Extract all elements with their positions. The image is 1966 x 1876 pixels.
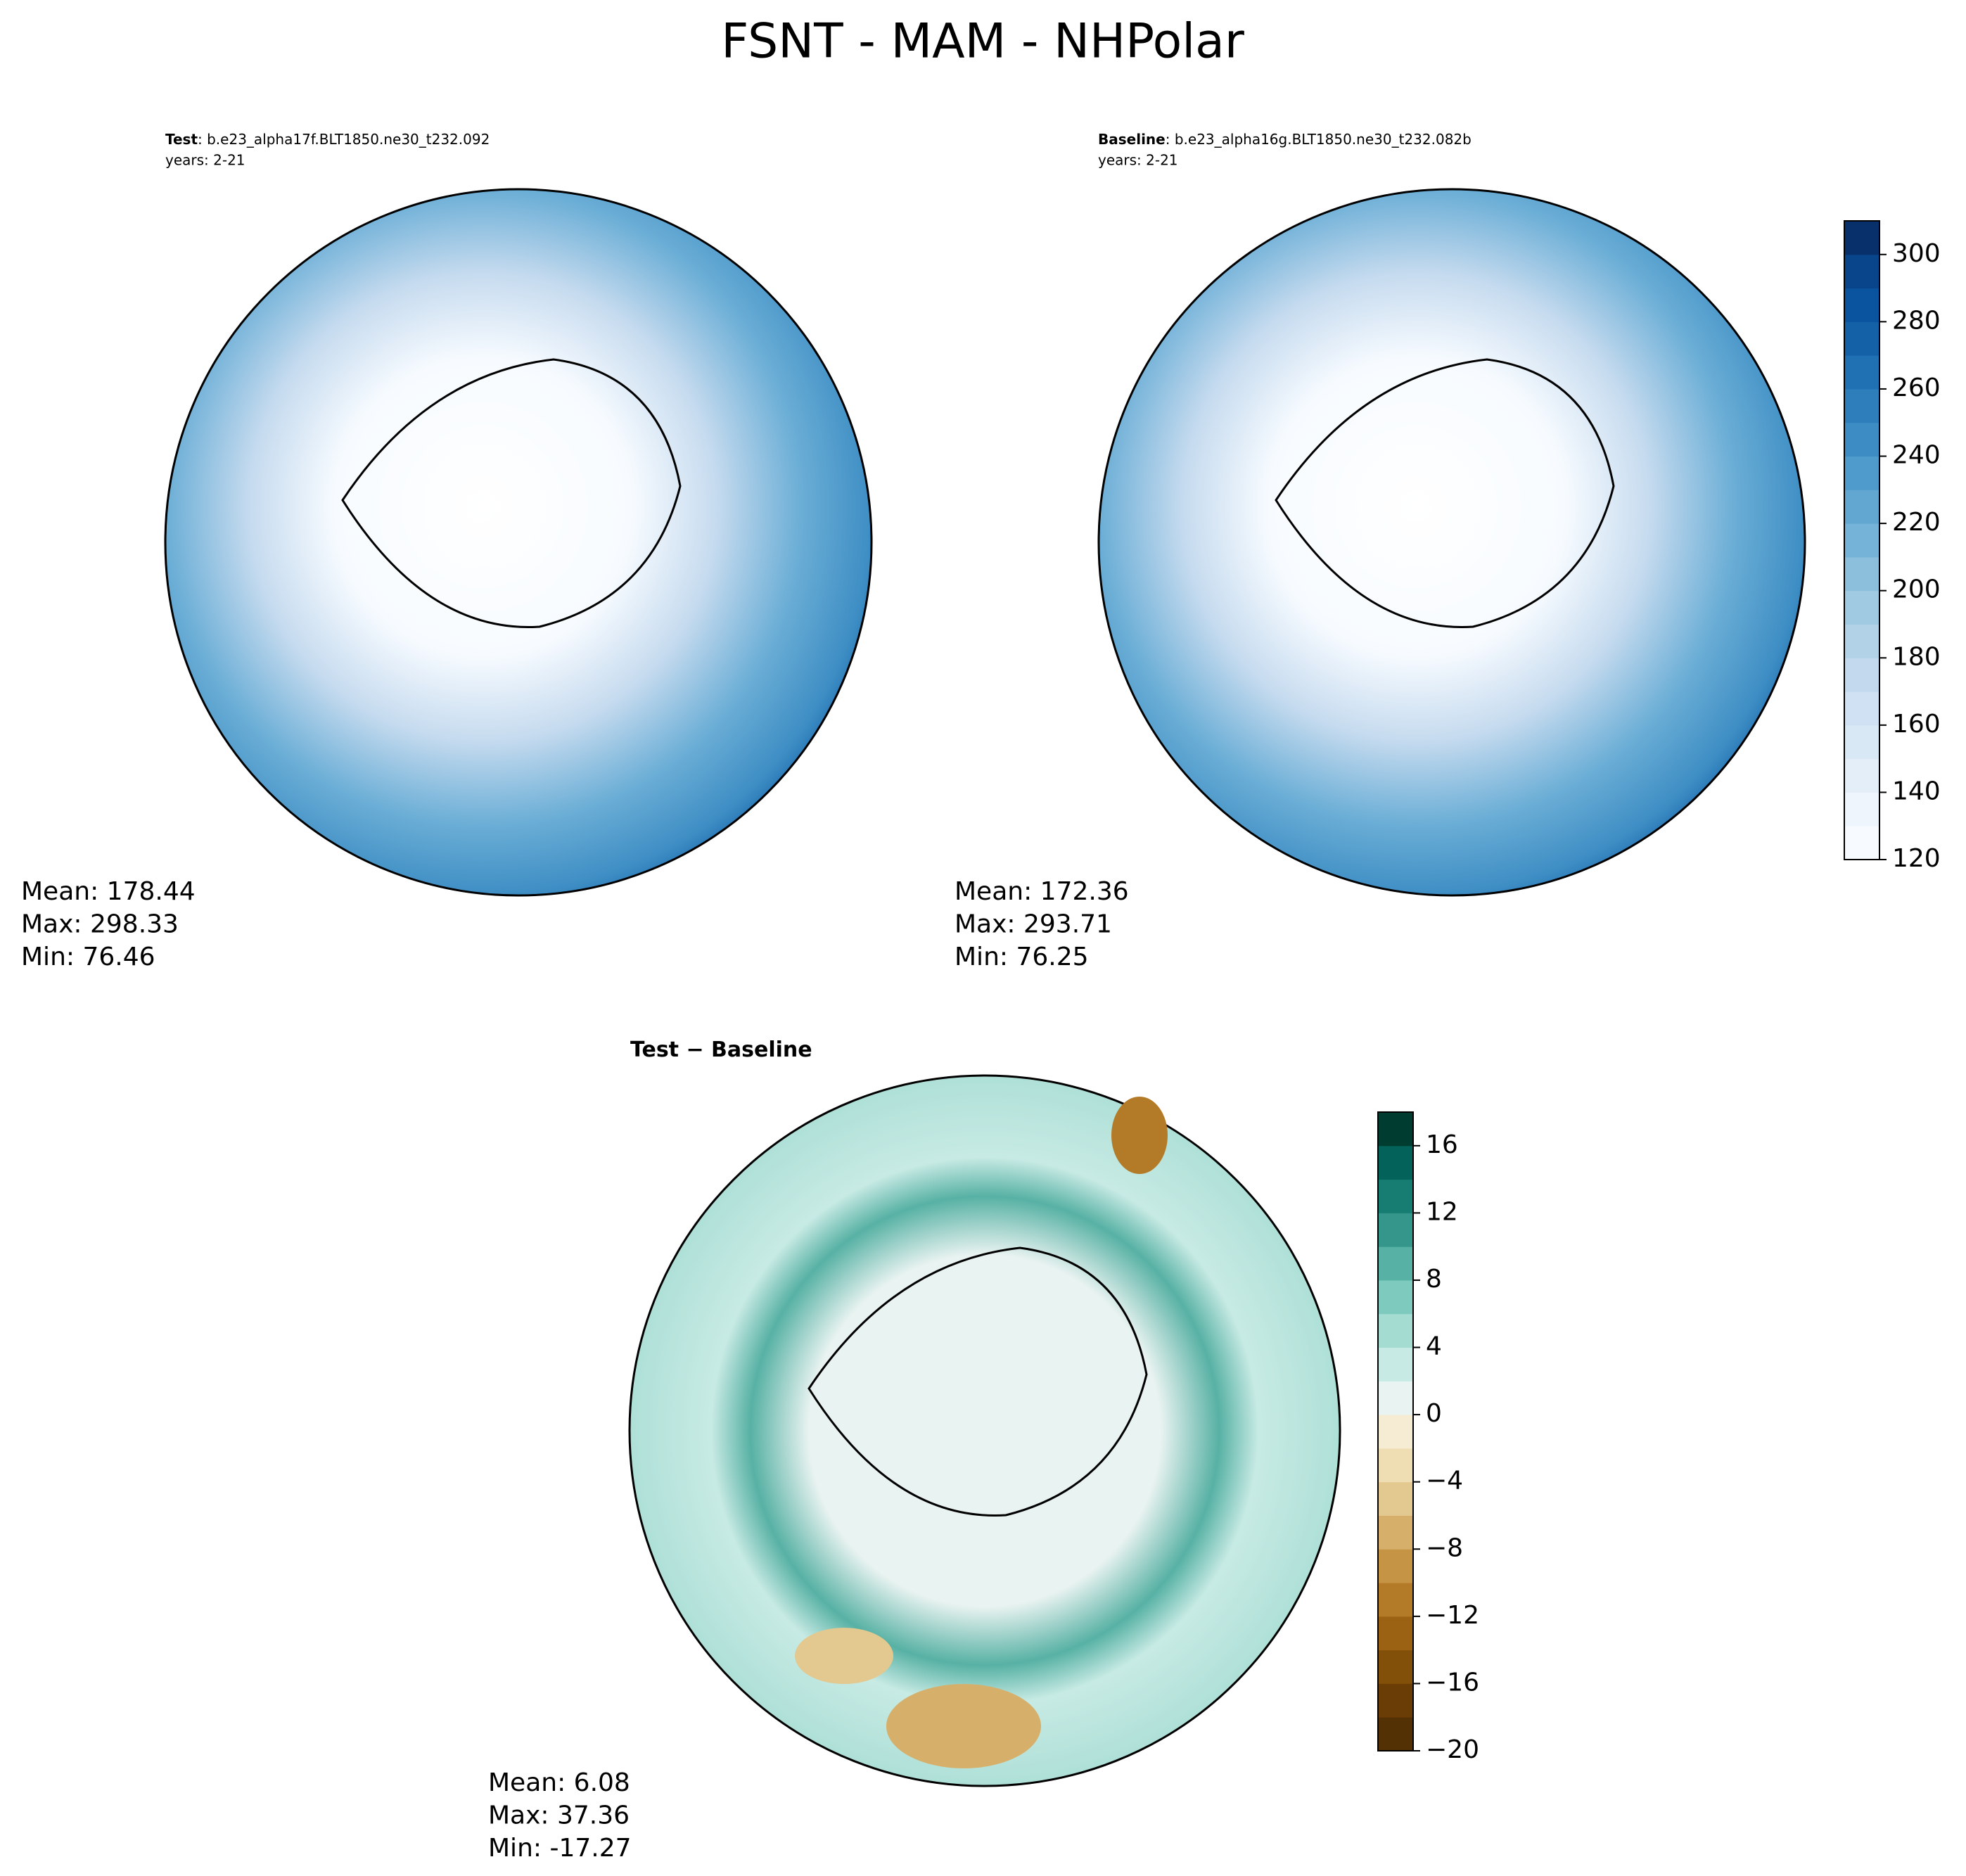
colorbar-band xyxy=(1844,254,1879,289)
colorbar-band xyxy=(1378,1246,1413,1281)
map-blob xyxy=(795,1628,893,1684)
map-field xyxy=(164,188,873,897)
stat-text: Mean: 6.08 xyxy=(488,1768,630,1797)
colorbar-frame xyxy=(1377,1111,1414,1751)
colorbar-tick-label: 160 xyxy=(1892,710,1941,739)
colorbar-band xyxy=(1378,1481,1413,1516)
colorbar-tick-label: 12 xyxy=(1426,1197,1458,1226)
colorbar-band xyxy=(1378,1112,1413,1147)
colorbar-band xyxy=(1844,792,1879,827)
colorbar-band xyxy=(1378,1145,1413,1180)
colorbar-tick-label: 240 xyxy=(1892,441,1941,470)
label-text: : b.e23_alpha17f.BLT1850.ne30_t232.092 xyxy=(198,131,490,148)
colorbar-tick-label: −20 xyxy=(1426,1735,1479,1764)
colorbar-band xyxy=(1844,826,1879,860)
label-text: : b.e23_alpha16g.BLT1850.ne30_t232.082b xyxy=(1166,131,1472,148)
colorbar-band xyxy=(1378,1616,1413,1651)
colorbar-band xyxy=(1378,1415,1413,1449)
colorbar-band xyxy=(1844,490,1879,524)
coastline xyxy=(341,358,682,628)
colorbar-band xyxy=(1378,1549,1413,1583)
label-bold: Test − Baseline xyxy=(630,1038,812,1062)
colorbar-frame xyxy=(1844,220,1880,860)
colorbar-tick-label: 120 xyxy=(1892,844,1941,873)
label-bold: Baseline xyxy=(1098,131,1166,148)
map-blob xyxy=(1111,1097,1168,1174)
stat-text: Max: 37.36 xyxy=(488,1801,630,1830)
colorbar-tick-label: 8 xyxy=(1426,1265,1442,1294)
subplot-label: Baseline: b.e23_alpha16g.BLT1850.ne30_t2… xyxy=(1098,131,1472,148)
colorbar-tick-label: 200 xyxy=(1892,575,1941,604)
colorbar-band xyxy=(1378,1583,1413,1617)
subplot-subtitle: years: 2-21 xyxy=(165,152,245,169)
colorbar-band xyxy=(1378,1179,1413,1213)
colorbar-tick-label: −8 xyxy=(1426,1533,1463,1562)
colorbar-band xyxy=(1378,1515,1413,1550)
colorbar-band xyxy=(1844,590,1879,625)
colorbar-band xyxy=(1378,1347,1413,1382)
map-field xyxy=(628,1074,1341,1787)
colorbar-band xyxy=(1844,288,1879,322)
colorbar-band xyxy=(1844,624,1879,658)
colorbar-band xyxy=(1844,388,1879,423)
colorbar-band xyxy=(1378,1717,1413,1751)
subplot-label: Test − Baseline xyxy=(630,1038,812,1062)
colorbar-band xyxy=(1844,355,1879,390)
colorbar-tick-label: −12 xyxy=(1426,1601,1479,1630)
colorbar-band xyxy=(1378,1448,1413,1483)
label-bold: Test xyxy=(165,131,198,148)
colorbar-band xyxy=(1378,1683,1413,1718)
colorbar-band xyxy=(1378,1280,1413,1315)
colorbar-band xyxy=(1844,422,1879,457)
stat-text: Min: 76.25 xyxy=(955,943,1089,971)
colorbar-band xyxy=(1844,725,1879,760)
colorbar-band xyxy=(1844,556,1879,592)
colorbar-band xyxy=(1378,1313,1413,1348)
stat-text: Min: 76.46 xyxy=(21,943,155,971)
colorbar-band xyxy=(1378,1213,1413,1247)
colorbar-band xyxy=(1844,456,1879,490)
colorbar-band xyxy=(1378,1381,1413,1415)
stat-text: Max: 293.71 xyxy=(955,910,1112,939)
map-field xyxy=(1097,188,1806,897)
subplot-label: Test: b.e23_alpha17f.BLT1850.ne30_t232.0… xyxy=(165,131,490,148)
colorbar-tick-label: 16 xyxy=(1426,1130,1458,1159)
stat-text: Mean: 172.36 xyxy=(955,877,1129,906)
colorbar-tick-label: 4 xyxy=(1426,1332,1442,1361)
colorbar-tick-label: 300 xyxy=(1892,239,1941,268)
colorbar-band xyxy=(1844,758,1879,793)
colorbar-band xyxy=(1844,221,1879,255)
coastline xyxy=(1275,358,1615,628)
subplot-subtitle: years: 2-21 xyxy=(1098,152,1178,169)
stat-text: Min: -17.27 xyxy=(488,1834,632,1863)
colorbar-tick-label: 140 xyxy=(1892,777,1941,805)
figure-title: FSNT - MAM - NHPolar xyxy=(721,14,1244,70)
coastline xyxy=(808,1246,1148,1517)
stat-text: Max: 298.33 xyxy=(21,910,179,939)
colorbar-tick-label: 180 xyxy=(1892,642,1941,671)
map-blob xyxy=(886,1684,1041,1768)
colorbar-tick-label: 0 xyxy=(1426,1399,1442,1428)
colorbar-band xyxy=(1844,321,1879,356)
colorbar-tick-label: 280 xyxy=(1892,306,1941,335)
colorbar-band xyxy=(1844,691,1879,726)
colorbar-tick-label: 220 xyxy=(1892,508,1941,537)
colorbar-band xyxy=(1844,523,1879,558)
colorbar-tick-label: −4 xyxy=(1426,1467,1463,1495)
stat-text: Mean: 178.44 xyxy=(21,877,196,906)
colorbar-band xyxy=(1378,1650,1413,1684)
colorbar-band xyxy=(1844,658,1879,692)
colorbar-tick-label: −16 xyxy=(1426,1668,1479,1697)
colorbar-tick-label: 260 xyxy=(1892,374,1941,402)
